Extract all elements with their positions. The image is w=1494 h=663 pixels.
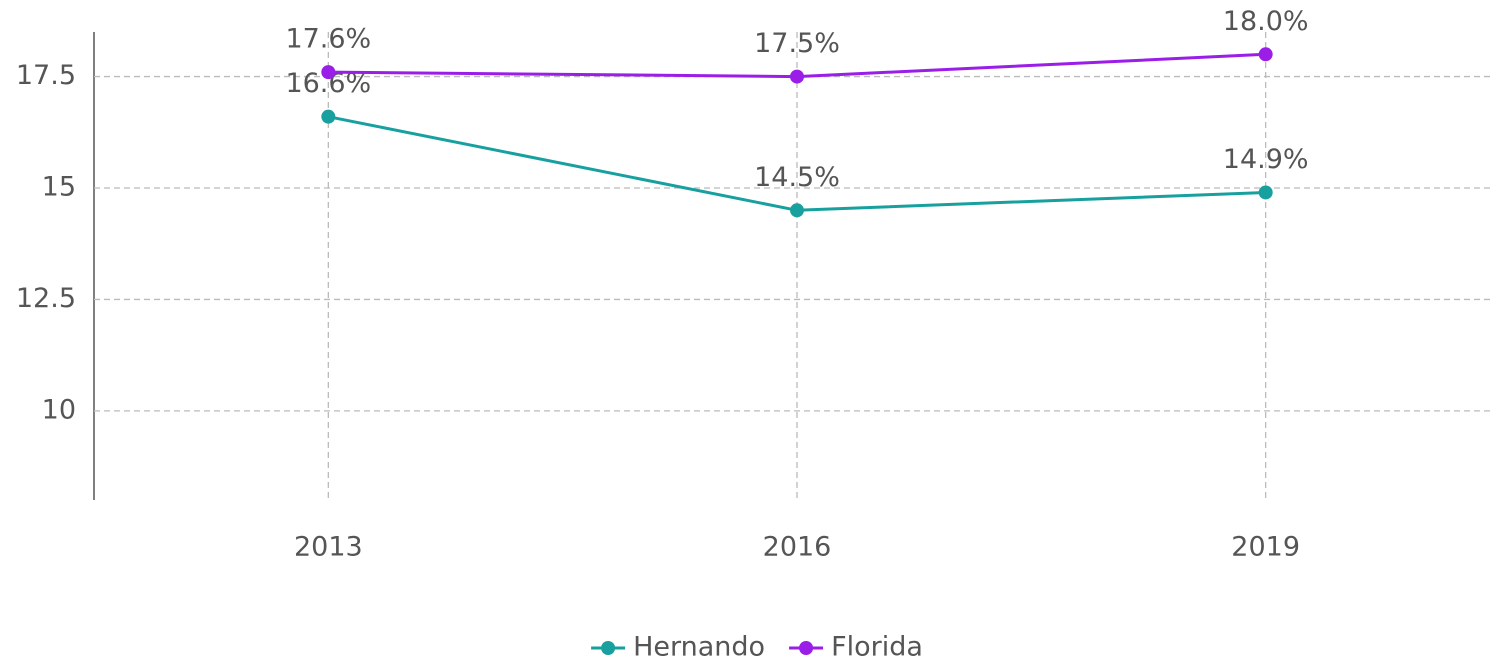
x-tick-label: 2016 bbox=[763, 532, 832, 563]
data-label: 17.5% bbox=[754, 28, 840, 59]
x-tick-label: 2013 bbox=[294, 532, 363, 563]
point bbox=[790, 203, 804, 218]
legend-label: Florida bbox=[831, 632, 923, 663]
data-label: 14.9% bbox=[1223, 144, 1309, 175]
point bbox=[790, 69, 804, 84]
data-label: 17.6% bbox=[285, 24, 371, 55]
y-tick-label: 17.5 bbox=[16, 60, 76, 91]
y-tick-label: 15 bbox=[42, 172, 76, 203]
point bbox=[1258, 185, 1273, 200]
point bbox=[321, 65, 336, 80]
legend: Hernando Florida bbox=[591, 632, 923, 663]
point bbox=[321, 109, 336, 124]
data-label: 18.0% bbox=[1223, 6, 1309, 37]
legend-label: Hernando bbox=[633, 632, 765, 663]
x-tick-label: 2019 bbox=[1231, 532, 1300, 563]
data-label: 14.5% bbox=[754, 162, 840, 193]
legend-marker bbox=[601, 641, 616, 655]
y-tick-label: 12.5 bbox=[16, 283, 76, 314]
legend-marker bbox=[799, 641, 814, 655]
y-tick-label: 10 bbox=[42, 394, 76, 425]
point bbox=[1258, 47, 1273, 62]
